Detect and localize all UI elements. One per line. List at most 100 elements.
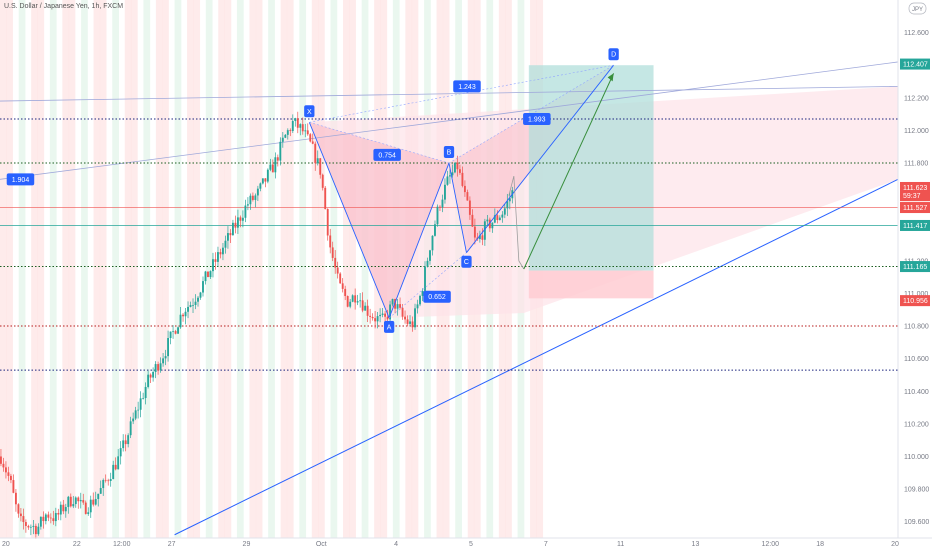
session-stripe xyxy=(268,0,275,538)
candle-body xyxy=(312,141,314,143)
candle-body xyxy=(277,157,279,160)
candle xyxy=(359,293,361,308)
candle-body xyxy=(292,121,294,131)
session-stripe xyxy=(50,0,57,538)
session-stripe xyxy=(62,0,69,538)
y-tick-label: 110.600 xyxy=(904,356,929,363)
candle-body xyxy=(205,272,207,282)
candle-body xyxy=(317,158,319,163)
candle-body xyxy=(182,315,184,317)
candle-body xyxy=(2,464,4,468)
y-tick-label: 110.200 xyxy=(904,421,929,428)
candle xyxy=(182,313,184,322)
candle-body xyxy=(172,331,174,332)
tag-text: 1.904 xyxy=(12,177,30,184)
candle-body xyxy=(357,301,359,302)
candle-body xyxy=(427,261,429,267)
session-stripe xyxy=(187,0,194,538)
y-tick-label: 109.600 xyxy=(904,519,929,526)
candle-body xyxy=(132,419,134,422)
candle-body xyxy=(274,157,276,172)
candle xyxy=(170,331,172,344)
candle-body xyxy=(466,192,468,200)
stop-zone xyxy=(529,271,654,299)
candle-body xyxy=(147,375,149,387)
session-stripe xyxy=(125,0,132,538)
candle-body xyxy=(327,209,329,235)
price-label: 111.165 xyxy=(900,261,930,272)
candle-body xyxy=(100,488,102,494)
candle-body xyxy=(62,505,64,512)
candle-body xyxy=(402,308,404,317)
y-tick-label: 112.600 xyxy=(904,30,929,37)
candle-body xyxy=(417,304,419,308)
candle-body xyxy=(242,218,244,221)
y-tick-label: 110.400 xyxy=(904,389,929,396)
session-stripe xyxy=(94,0,101,538)
candle-body xyxy=(145,387,147,398)
candle-body xyxy=(456,163,458,170)
candle-body xyxy=(222,248,224,255)
candle-body xyxy=(429,250,431,261)
candle-body xyxy=(464,186,466,192)
candle-body xyxy=(282,138,284,142)
session-stripe xyxy=(81,0,88,538)
chart-title: U.S. Dollar / Japanese Yen, 1h, FXCM xyxy=(4,3,123,10)
candle xyxy=(47,512,49,522)
candle-body xyxy=(135,410,137,418)
tag-text: 1.993 xyxy=(528,117,546,124)
x-tick-label: 4 xyxy=(394,541,398,548)
pattern-point-label: A xyxy=(384,321,394,333)
candle-body xyxy=(177,327,179,333)
tag-text: 1.243 xyxy=(458,84,476,91)
candle-body xyxy=(70,497,72,507)
candle-body xyxy=(424,266,426,290)
candle xyxy=(85,501,87,515)
session-stripe xyxy=(131,0,138,538)
candle-body xyxy=(419,296,421,304)
candle-body xyxy=(397,304,399,309)
candle-body xyxy=(364,306,366,311)
price-label: 110.956 xyxy=(900,295,930,306)
candle-body xyxy=(0,456,2,463)
session-stripe xyxy=(312,0,319,538)
candle-body xyxy=(32,526,34,527)
candle-body xyxy=(180,315,182,328)
candle-body xyxy=(262,178,264,183)
candle-body xyxy=(175,331,177,334)
candle-body xyxy=(247,204,249,205)
price-label: 111.527 xyxy=(900,202,930,213)
candle-body xyxy=(407,319,409,323)
candle-body xyxy=(439,207,441,208)
session-stripe xyxy=(249,0,256,538)
candle-body xyxy=(72,504,74,506)
currency-badge-text: JPY xyxy=(912,7,923,13)
candle-body xyxy=(339,274,341,284)
candle xyxy=(57,509,59,520)
session-stripe xyxy=(318,0,325,538)
candle-body xyxy=(451,172,453,175)
candle-body xyxy=(185,312,187,317)
candle-body xyxy=(130,421,132,435)
candle-body xyxy=(55,513,57,521)
candle-body xyxy=(469,201,471,215)
candle-body xyxy=(52,518,54,521)
candle-body xyxy=(170,332,172,338)
candle xyxy=(152,367,154,381)
candle-body xyxy=(447,176,449,184)
x-tick-label: 13 xyxy=(692,541,700,548)
candle-body xyxy=(294,118,296,121)
tag-text: A xyxy=(387,324,392,331)
session-stripe xyxy=(143,0,150,538)
candle xyxy=(60,501,62,520)
candle-body xyxy=(142,398,144,399)
candle-body xyxy=(210,271,212,277)
session-stripe xyxy=(156,0,163,538)
session-stripe xyxy=(69,0,76,538)
x-tick-label: 12:00 xyxy=(762,541,780,548)
candle-body xyxy=(486,220,488,222)
candle-body xyxy=(322,175,324,188)
candle-body xyxy=(157,364,159,370)
candle-body xyxy=(37,527,39,534)
